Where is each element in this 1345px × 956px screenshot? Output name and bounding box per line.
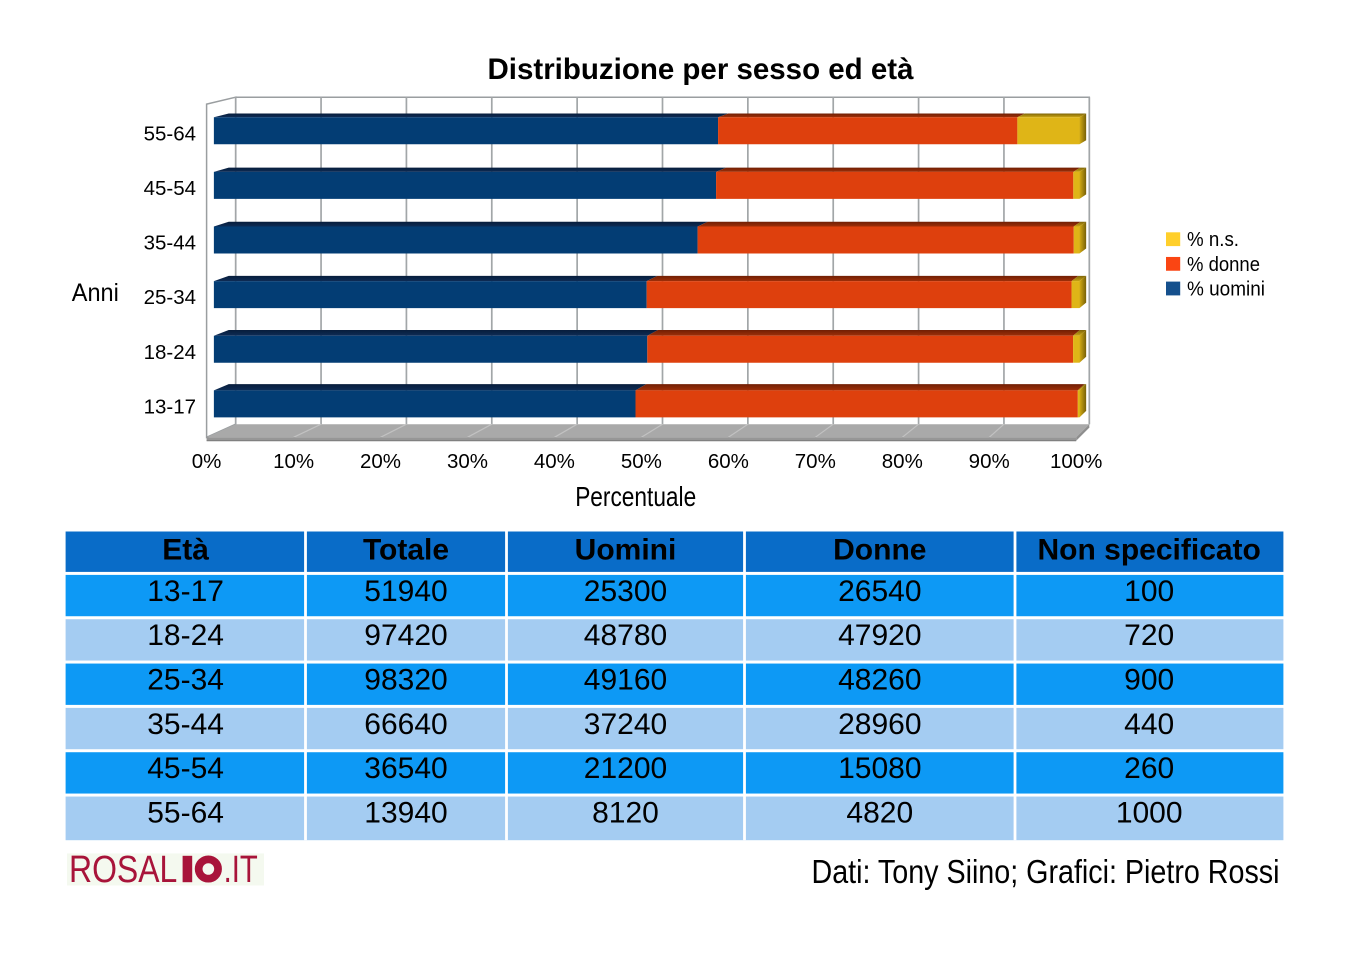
svg-text:Uomini: Uomini bbox=[575, 534, 677, 567]
svg-text:37240: 37240 bbox=[584, 708, 667, 741]
svg-text:18-24: 18-24 bbox=[144, 341, 196, 364]
svg-text:Dati: Tony Siino; Grafici: Pie: Dati: Tony Siino; Grafici: Pietro Rossi bbox=[812, 853, 1280, 890]
svg-text:13940: 13940 bbox=[364, 796, 447, 829]
svg-text:35-44: 35-44 bbox=[147, 708, 224, 741]
svg-text:13-17: 13-17 bbox=[147, 575, 224, 608]
svg-text:Totale: Totale bbox=[363, 534, 449, 567]
svg-text:% n.s.: % n.s. bbox=[1187, 229, 1239, 251]
svg-text:10%: 10% bbox=[273, 450, 314, 473]
svg-text:28960: 28960 bbox=[838, 708, 921, 741]
svg-text:Anni: Anni bbox=[72, 279, 119, 307]
svg-text:47920: 47920 bbox=[838, 619, 921, 652]
svg-text:13-17: 13-17 bbox=[144, 395, 196, 418]
svg-text:1000: 1000 bbox=[1116, 796, 1183, 829]
svg-text:40%: 40% bbox=[534, 450, 575, 473]
svg-text:% donne: % donne bbox=[1187, 254, 1260, 276]
svg-text:55-64: 55-64 bbox=[144, 122, 196, 145]
svg-text:25-34: 25-34 bbox=[144, 286, 196, 309]
svg-text:48780: 48780 bbox=[584, 619, 667, 652]
svg-text:100%: 100% bbox=[1050, 450, 1102, 473]
svg-text:4820: 4820 bbox=[846, 796, 913, 829]
svg-text:51940: 51940 bbox=[364, 575, 447, 608]
svg-text:21200: 21200 bbox=[584, 752, 667, 785]
svg-text:25300: 25300 bbox=[584, 575, 667, 608]
svg-text:Donne: Donne bbox=[833, 534, 926, 567]
svg-text:Non specificato: Non specificato bbox=[1038, 534, 1261, 567]
svg-text:900: 900 bbox=[1124, 664, 1174, 697]
svg-text:66640: 66640 bbox=[364, 708, 447, 741]
svg-text:90%: 90% bbox=[969, 450, 1010, 473]
svg-text:440: 440 bbox=[1124, 708, 1174, 741]
svg-text:70%: 70% bbox=[795, 450, 836, 473]
svg-text:ROSAL: ROSAL bbox=[69, 849, 177, 891]
svg-text:Percentuale: Percentuale bbox=[575, 481, 696, 512]
svg-text:26540: 26540 bbox=[838, 575, 921, 608]
svg-text:Distribuzione per sesso ed età: Distribuzione per sesso ed età bbox=[488, 53, 914, 86]
svg-text:Età: Età bbox=[162, 534, 209, 567]
svg-text:% uomini: % uomini bbox=[1187, 278, 1265, 300]
svg-text:49160: 49160 bbox=[584, 664, 667, 697]
svg-text:98320: 98320 bbox=[364, 664, 447, 697]
svg-text:48260: 48260 bbox=[838, 664, 921, 697]
svg-text:60%: 60% bbox=[708, 450, 749, 473]
svg-text:.IT: .IT bbox=[224, 849, 258, 891]
svg-text:45-54: 45-54 bbox=[147, 752, 224, 785]
svg-text:260: 260 bbox=[1124, 752, 1174, 785]
svg-text:55-64: 55-64 bbox=[147, 796, 224, 829]
svg-text:80%: 80% bbox=[882, 450, 923, 473]
svg-text:35-44: 35-44 bbox=[144, 232, 196, 255]
svg-text:0%: 0% bbox=[192, 450, 222, 473]
svg-text:18-24: 18-24 bbox=[147, 619, 224, 652]
svg-text:30%: 30% bbox=[447, 450, 488, 473]
svg-text:25-34: 25-34 bbox=[147, 664, 224, 697]
svg-text:8120: 8120 bbox=[592, 796, 659, 829]
svg-text:45-54: 45-54 bbox=[144, 177, 196, 200]
svg-text:100: 100 bbox=[1124, 575, 1174, 608]
svg-text:50%: 50% bbox=[621, 450, 662, 473]
svg-text:36540: 36540 bbox=[364, 752, 447, 785]
svg-text:97420: 97420 bbox=[364, 619, 447, 652]
svg-text:20%: 20% bbox=[360, 450, 401, 473]
svg-text:15080: 15080 bbox=[838, 752, 921, 785]
svg-text:720: 720 bbox=[1124, 619, 1174, 652]
